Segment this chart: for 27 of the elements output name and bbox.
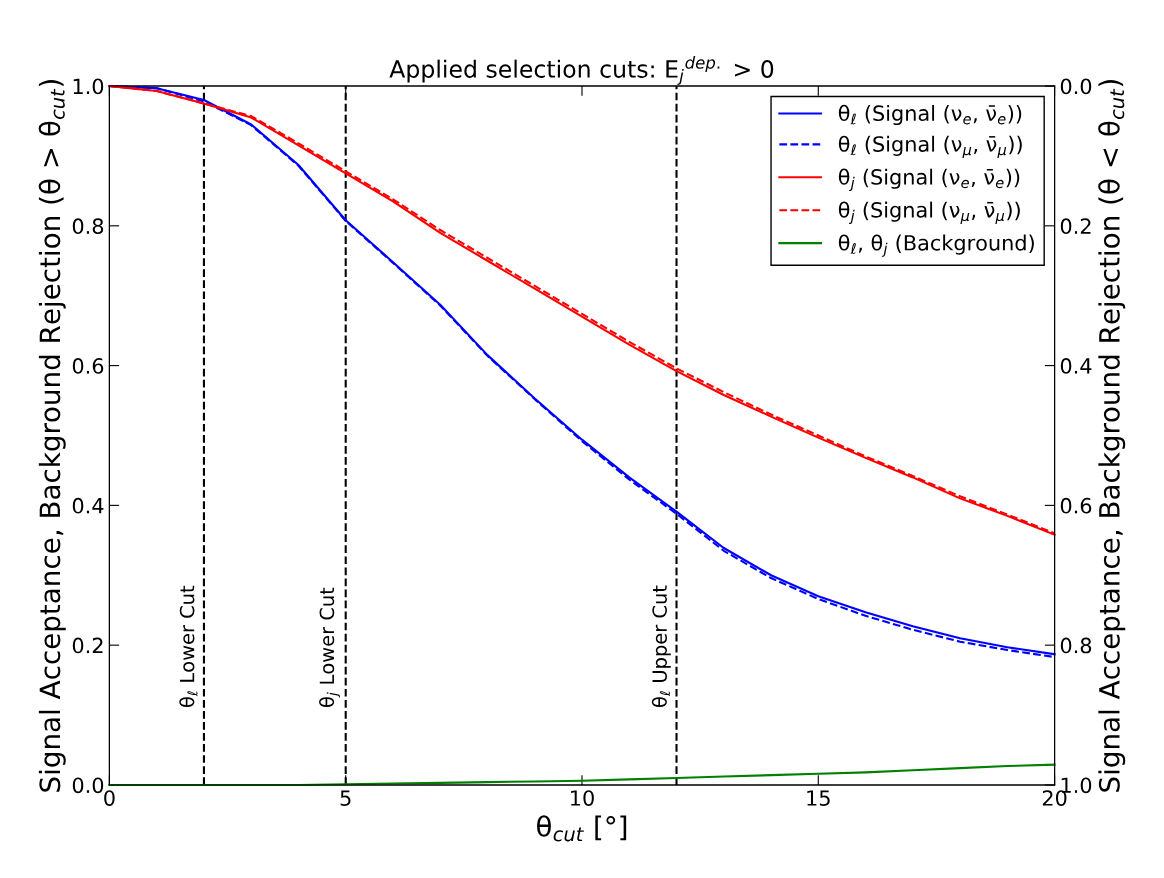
legend-label: θ$_{j}$ (Signal (ν$_{e}$, ν̄$_{e}$)) [838,168,1020,191]
legend-label: θ$_{ℓ}$ (Signal (ν$_{e}$, ν̄$_{e}$)) [838,104,1022,126]
y2-tick-label: 0.2 [1060,218,1091,235]
ref-line-label: θ$_{j}$ Lower Cut [319,587,340,707]
y2-tick-label: 0.6 [1060,497,1092,514]
y-tick-label: 0.2 [72,637,103,654]
legend-label: θ$_{ℓ}$, θ$_{j}$ (Background) [838,234,1034,257]
chart-title: Applied selection cuts: E$_{j}$$^{dep.}$ > 0 [389,55,774,85]
y-tick-label: 0.6 [72,358,104,374]
x-tick-label: 10 [571,790,594,806]
y2-tick-label: 0.0 [1060,78,1092,95]
ref-line-label: θ$_{ℓ}$ Lower Cut [179,585,198,707]
x-tick-label: 15 [807,790,830,806]
y2-axis-title: Signal Acceptance, Background Rejection (θ < θ$_{cut}$) [1098,80,1126,792]
x-axis-title: θ$_{cut}$ [°] [537,815,627,842]
y-tick-label: 0.4 [72,497,104,514]
ref-line-label: θ$_{ℓ}$ Upper Cut [651,585,671,707]
y2-tick-label: 0.4 [1060,358,1092,374]
y-tick-label: 1.0 [73,78,104,95]
y2-tick-label: 0.8 [1060,637,1092,654]
legend-label: θ$_{j}$ (Signal (ν$_{μ}$, ν̄$_{μ}$)) [838,201,1020,224]
x-tick-label: 0 [104,790,115,806]
legend-label: θ$_{ℓ}$ (Signal (ν$_{μ}$, ν̄$_{μ}$)) [838,135,1022,159]
y-tick-label: 0.8 [72,218,104,235]
y-tick-label: 0.0 [72,777,104,794]
x-tick-label: 5 [340,790,351,806]
y-axis-title: Signal Acceptance, Background Rejection (θ > θ$_{cut}$) [38,80,66,792]
